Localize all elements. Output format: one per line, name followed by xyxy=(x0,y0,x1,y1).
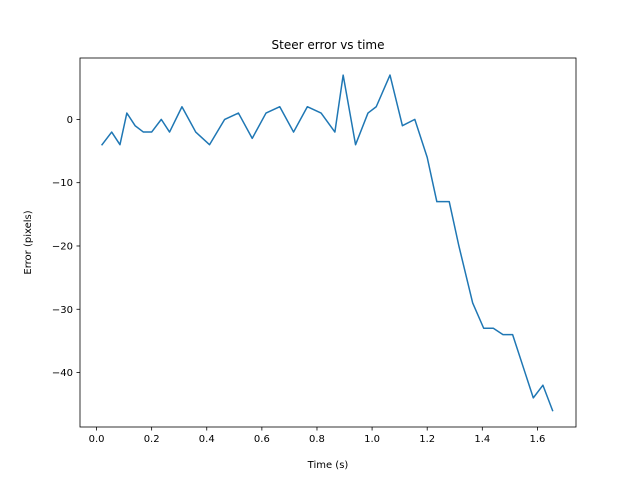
x-tick-label: 1.0 xyxy=(364,434,380,445)
x-tick-label: 0.4 xyxy=(199,434,215,445)
x-tick-label: 1.2 xyxy=(419,434,435,445)
x-axis-label: Time (s) xyxy=(307,460,349,471)
y-tick-label: −20 xyxy=(52,241,73,252)
y-axis-label: Error (pixels) xyxy=(23,210,34,274)
x-tick-label: 0.6 xyxy=(254,434,270,445)
y-tick-label: 0 xyxy=(67,115,73,126)
x-tick-label: 0.0 xyxy=(89,434,105,445)
chart-title: Steer error vs time xyxy=(272,38,385,52)
y-axis: 0 −10 −20 −30 −40 xyxy=(52,115,80,379)
y-tick-label: −10 xyxy=(52,178,73,189)
y-tick-label: −40 xyxy=(52,368,73,379)
plot-frame xyxy=(79,57,577,428)
y-tick-label: −30 xyxy=(52,305,73,316)
plot-area xyxy=(100,74,554,412)
series-line xyxy=(100,74,554,412)
x-tick-label: 0.8 xyxy=(309,434,325,445)
x-tick-label: 1.6 xyxy=(529,434,545,445)
x-tick-label: 1.4 xyxy=(474,434,490,445)
x-tick-label: 0.2 xyxy=(144,434,160,445)
x-axis: 0.0 0.2 0.4 0.6 0.8 1.0 1.2 1.4 1.6 xyxy=(89,427,545,445)
